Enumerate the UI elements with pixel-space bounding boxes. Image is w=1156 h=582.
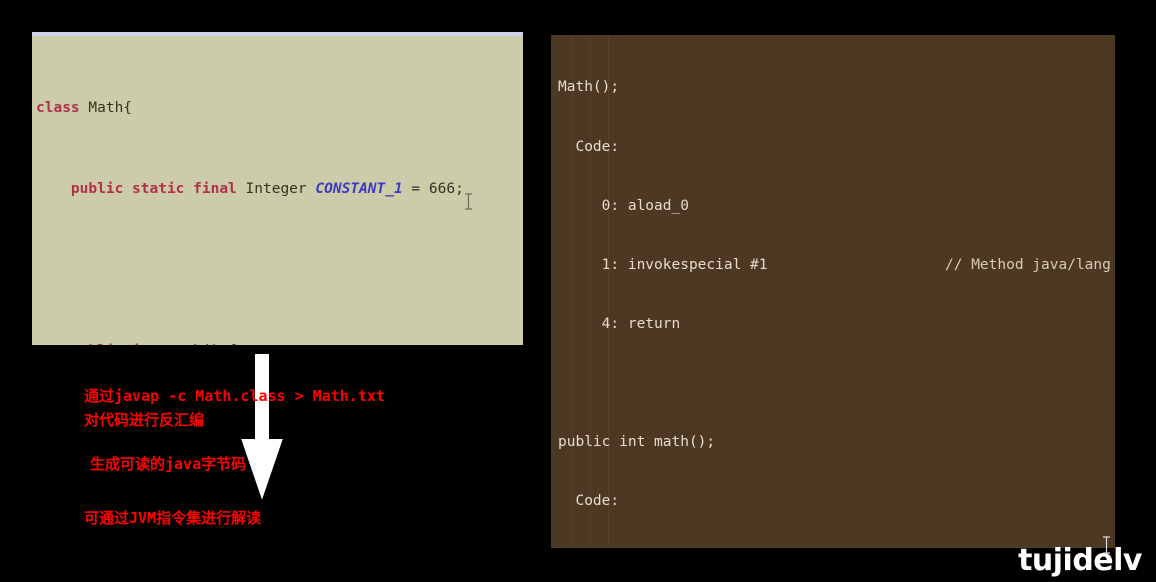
constant-name: CONSTANT_1	[315, 181, 403, 198]
bytecode-line[interactable]: 1: invokespecial #1 // Method java/lang	[551, 256, 1115, 276]
indent-guide	[608, 35, 609, 548]
bytecode-text: Math();	[558, 79, 620, 96]
keyword-method-modifiers: public int	[71, 343, 167, 345]
bytecode-lines[interactable]: Math(); Code: 0: aload_0 1: invokespecia…	[551, 39, 1115, 548]
annotation-decompile: 对代码进行反汇编	[84, 411, 205, 429]
class-name: Math{	[79, 99, 133, 116]
bytecode-text: Code:	[558, 493, 620, 510]
bytecode-line[interactable]: 4: return	[551, 315, 1115, 335]
code-line-blank[interactable]	[32, 260, 523, 280]
annotation-jvm-instruction-set: 可通过JVM指令集进行解读	[84, 509, 262, 527]
annotation-javap-command: 通过javap -c Math.class > Math.txt	[84, 387, 385, 405]
keyword-class: class	[36, 99, 80, 116]
watermark-label: tujidelv	[1018, 543, 1142, 578]
javap-bytecode-panel[interactable]: Math(); Code: 0: aload_0 1: invokespecia…	[551, 35, 1115, 548]
code-line[interactable]: class Math{	[32, 98, 523, 118]
code-line[interactable]: public static final Integer CONSTANT_1 =…	[32, 179, 523, 199]
bytecode-text: public int math();	[558, 433, 716, 450]
indent	[36, 343, 71, 345]
indent-guide	[590, 35, 591, 548]
bytecode-text: 4: return	[558, 315, 681, 332]
source-code-lines[interactable]: class Math{ public static final Integer …	[32, 37, 523, 345]
constant-value: = 666;	[402, 181, 464, 198]
down-arrow-icon	[233, 348, 291, 512]
annotation-readable-bytecode: 生成可读的java字节码	[90, 455, 247, 473]
bytecode-line[interactable]: public int math();	[551, 433, 1115, 453]
method-signature-tail: () {	[202, 343, 237, 345]
type-integer: Integer	[236, 181, 316, 198]
bytecode-text: 1: invokespecial #1	[558, 256, 768, 273]
method-name-math: math	[167, 343, 202, 345]
bytecode-line[interactable]: Code:	[551, 138, 1115, 158]
editor-top-band	[32, 32, 523, 36]
bytecode-text: 0: aload_0	[558, 197, 689, 214]
indent-guide	[572, 35, 573, 548]
bytecode-line[interactable]: Math();	[551, 78, 1115, 98]
keyword-modifiers: public static final	[70, 181, 237, 198]
indent	[36, 181, 71, 197]
bytecode-line[interactable]: Code:	[551, 492, 1115, 512]
bytecode-comment: // Method java/lang	[945, 256, 1111, 273]
java-source-code-panel[interactable]: class Math{ public static final Integer …	[32, 32, 523, 345]
bytecode-line[interactable]: 0: aload_0	[551, 197, 1115, 217]
bytecode-line-blank[interactable]	[551, 374, 1115, 394]
code-line[interactable]: public int math() {	[32, 341, 523, 345]
bytecode-text: Code:	[558, 138, 620, 155]
